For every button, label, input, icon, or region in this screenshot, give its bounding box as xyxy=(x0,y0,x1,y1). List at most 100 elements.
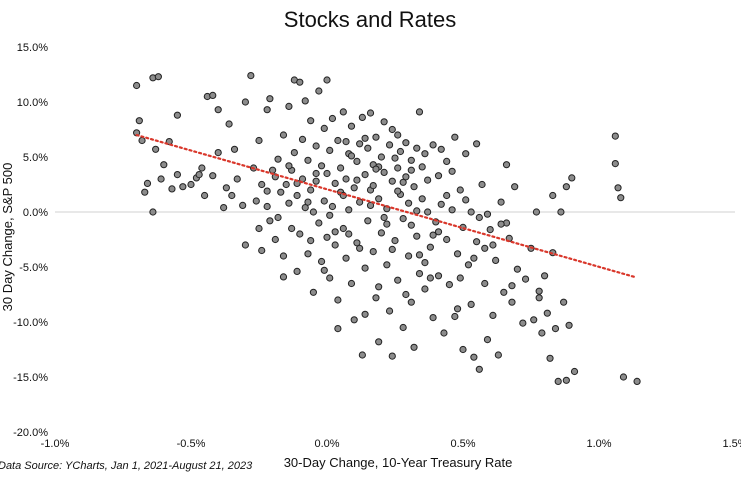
data-source-note: Data Source: YCharts, Jan 1, 2021-August… xyxy=(0,460,253,472)
data-point xyxy=(309,208,317,216)
data-point xyxy=(337,164,345,172)
data-point xyxy=(489,241,497,249)
data-point xyxy=(334,136,342,145)
data-point xyxy=(263,106,271,114)
data-point xyxy=(320,266,328,274)
data-point xyxy=(339,224,347,233)
data-point xyxy=(372,133,380,141)
data-point xyxy=(356,244,364,252)
data-point xyxy=(405,199,413,207)
data-point xyxy=(410,343,418,351)
data-point xyxy=(426,274,434,282)
data-point xyxy=(230,145,239,153)
x-axis-label: 30-Day Change, 10-Year Treasury Rate xyxy=(284,455,513,470)
data-point xyxy=(394,164,402,172)
data-point xyxy=(519,319,527,327)
data-point xyxy=(266,217,274,225)
data-point xyxy=(247,72,255,80)
data-point xyxy=(418,195,426,203)
data-point xyxy=(415,251,424,259)
data-point xyxy=(342,175,350,183)
data-point xyxy=(274,155,282,163)
data-point xyxy=(415,270,424,278)
data-point xyxy=(619,373,628,381)
data-point xyxy=(478,180,486,189)
data-point xyxy=(385,141,394,149)
data-point xyxy=(383,220,391,228)
data-point xyxy=(222,184,230,192)
data-point xyxy=(290,149,298,157)
data-point xyxy=(296,78,304,86)
data-point xyxy=(535,287,543,295)
data-point xyxy=(424,208,432,216)
data-point xyxy=(399,215,407,223)
data-point xyxy=(481,244,489,252)
data-point xyxy=(375,283,383,291)
data-point xyxy=(394,187,402,195)
data-point xyxy=(304,156,312,164)
data-point xyxy=(399,323,407,332)
data-point xyxy=(328,114,337,123)
data-point xyxy=(402,290,410,299)
data-point xyxy=(361,310,369,318)
data-point xyxy=(233,175,241,183)
data-point xyxy=(304,198,312,206)
data-point xyxy=(470,353,478,361)
data-point xyxy=(497,198,505,206)
data-point xyxy=(307,186,315,194)
data-point xyxy=(323,233,331,241)
data-point xyxy=(326,146,334,154)
data-point xyxy=(617,194,625,202)
data-point xyxy=(304,250,312,258)
data-point xyxy=(361,264,369,272)
data-point xyxy=(209,172,217,180)
data-point xyxy=(402,173,410,181)
data-point xyxy=(443,235,451,244)
data-point xyxy=(141,188,149,196)
data-point xyxy=(135,117,143,125)
data-point xyxy=(347,279,356,288)
data-point xyxy=(462,150,470,158)
data-point xyxy=(179,183,187,191)
x-axis-ticks: -1.0% -0.5% 0.0% 0.5% 1.0% 1.5% xyxy=(41,438,741,450)
data-point xyxy=(388,245,396,253)
data-point xyxy=(372,165,380,173)
data-point xyxy=(364,144,372,152)
data-point xyxy=(421,285,429,293)
data-point xyxy=(445,281,453,289)
data-point xyxy=(421,150,429,158)
data-point xyxy=(413,207,421,215)
data-point xyxy=(328,202,337,211)
data-point xyxy=(301,97,309,105)
data-point xyxy=(353,157,361,165)
data-point xyxy=(255,136,263,145)
data-point xyxy=(508,298,516,306)
x-tick-label: 0.5% xyxy=(450,438,475,450)
data-point xyxy=(549,191,557,200)
data-point xyxy=(440,329,448,337)
data-point xyxy=(377,229,385,237)
data-point xyxy=(258,180,266,189)
data-point xyxy=(187,180,195,189)
data-point xyxy=(296,230,304,238)
data-point xyxy=(347,152,356,160)
data-point xyxy=(489,311,497,319)
data-point xyxy=(437,145,445,153)
data-point xyxy=(315,219,323,227)
y-tick-label: 10.0% xyxy=(17,97,48,109)
y-tick-label: -5.0% xyxy=(19,262,48,274)
data-point xyxy=(173,171,181,179)
data-point xyxy=(394,276,402,284)
data-point xyxy=(407,221,415,229)
data-point xyxy=(323,169,331,178)
data-point xyxy=(239,201,247,209)
data-point xyxy=(633,377,641,385)
data-point xyxy=(394,131,402,139)
data-point xyxy=(464,261,473,269)
data-point xyxy=(269,166,277,174)
y-tick-label: -20.0% xyxy=(13,427,48,439)
data-point xyxy=(453,250,462,258)
data-point xyxy=(279,131,288,139)
data-point xyxy=(201,191,209,200)
x-tick-label: 1.5% xyxy=(722,438,741,450)
